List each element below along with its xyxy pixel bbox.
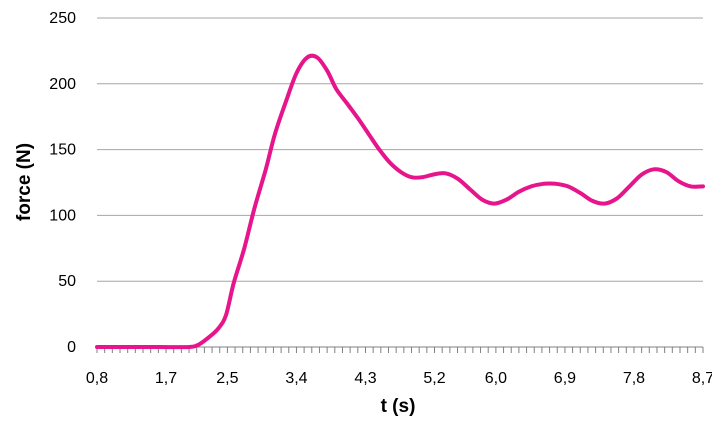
y-axis-title: force (N) [14,143,35,221]
series-group [95,53,705,350]
y-tick-label: 100 [49,207,76,224]
gridlines [97,17,703,282]
y-axis: 0 50 100 150 200 250 [49,10,76,356]
x-tick-label: 0,8 [86,370,108,387]
x-tick-label: 2,5 [216,370,238,387]
x-tick-label: 1,7 [155,370,177,387]
y-tick-label: 250 [49,10,76,27]
x-tick-label: 6,9 [554,370,576,387]
x-tick-label: 5,2 [423,370,445,387]
x-tick-label: 3,4 [285,370,307,387]
series-line [95,53,705,350]
y-tick-label: 0 [67,339,76,356]
x-tick-label: 8,7 [692,370,712,387]
y-tick-label: 150 [49,142,76,159]
x-tick-label: 4,3 [354,370,376,387]
x-axis: 0,8 1,7 2,5 3,4 4,3 5,2 6,0 6,9 7,8 8,7 [86,346,712,387]
x-tick-label: 7,8 [623,370,645,387]
y-tick-label: 200 [49,76,76,93]
x-tick-label: 6,0 [485,370,507,387]
x-axis-title: t (s) [381,396,416,417]
y-tick-label: 50 [58,273,76,290]
